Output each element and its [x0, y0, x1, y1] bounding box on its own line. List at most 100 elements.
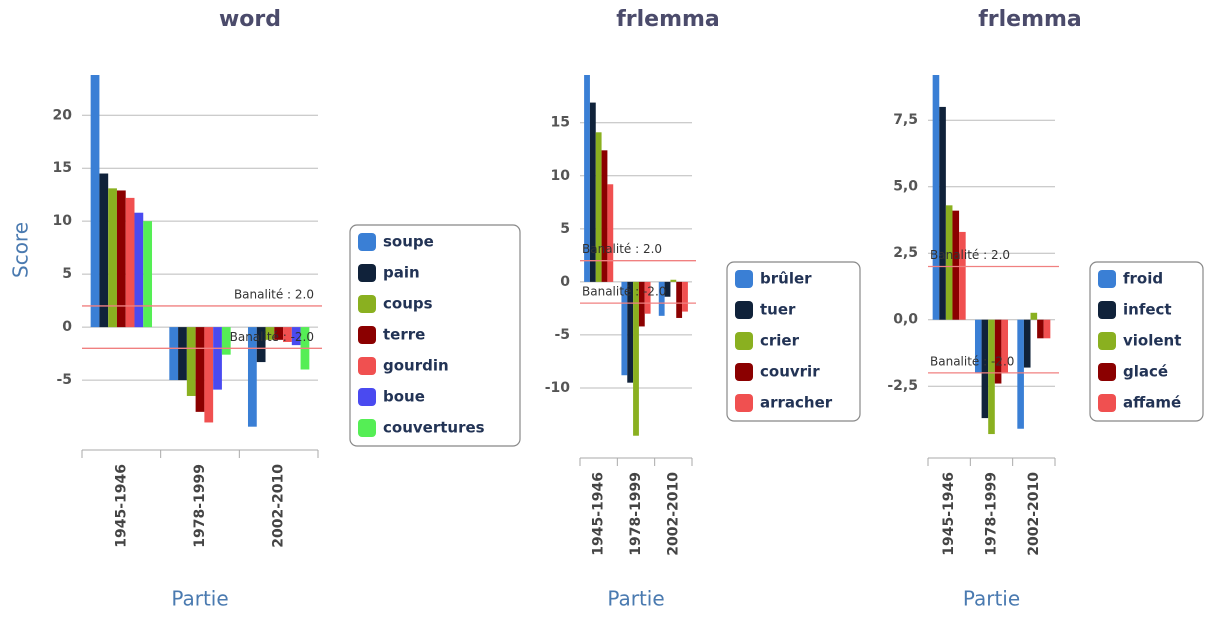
bar: [633, 281, 639, 436]
bar: [644, 281, 651, 314]
bar: [143, 221, 153, 328]
bar: [945, 205, 953, 320]
threshold-label: Banalité : -2.0: [930, 354, 1014, 368]
bar: [670, 279, 677, 282]
legend-label: froid: [1123, 270, 1163, 288]
y-tick-label: 5: [560, 221, 570, 237]
bar: [1023, 319, 1031, 368]
bar: [974, 319, 982, 373]
y-axis-title: Score: [9, 222, 33, 278]
legend-label: pain: [383, 264, 420, 282]
legend-label: tuer: [760, 301, 796, 319]
y-tick-label: 5,0: [893, 179, 918, 195]
bar: [981, 319, 989, 419]
y-tick-label: 15: [551, 115, 570, 131]
bar: [283, 327, 292, 342]
bar: [595, 132, 602, 282]
y-tick-label: 0: [560, 274, 570, 290]
legend-label: glacé: [1123, 363, 1168, 381]
x-tick-label: 1978-1999: [192, 464, 208, 548]
bar: [952, 210, 960, 320]
legend-swatch: [358, 326, 376, 344]
bar: [664, 281, 671, 297]
legend-swatch: [1098, 363, 1116, 381]
bar: [584, 75, 590, 282]
bar: [959, 231, 966, 320]
bar: [108, 188, 117, 328]
bar: [621, 281, 628, 376]
x-axis-title: Partie: [963, 587, 1020, 611]
legend-swatch: [358, 388, 376, 406]
bar: [274, 327, 284, 340]
legend-swatch: [1098, 270, 1116, 288]
bar: [988, 319, 995, 435]
bar: [1001, 319, 1009, 373]
y-tick-label: 7,5: [893, 112, 918, 128]
bar: [186, 327, 196, 396]
y-tick-label: 10: [53, 213, 73, 229]
y-tick-label: -5: [56, 372, 72, 388]
x-axis-title: Partie: [171, 587, 228, 611]
legend-label: affamé: [1123, 394, 1181, 412]
legend-swatch: [358, 264, 376, 282]
threshold-label: Banalité : 2.0: [930, 248, 1010, 262]
bar: [658, 281, 665, 316]
bar: [627, 281, 634, 383]
y-tick-label: -5: [554, 327, 570, 343]
bar: [1037, 319, 1044, 339]
bar: [1043, 319, 1051, 339]
bar: [1017, 319, 1024, 429]
bar: [589, 102, 596, 282]
bar: [932, 75, 940, 320]
threshold-label: Banalité : 2.0: [582, 242, 662, 256]
legend-swatch: [358, 419, 376, 437]
x-axis-title: Partie: [607, 587, 664, 611]
legend-label: crier: [760, 332, 800, 350]
bar: [99, 173, 109, 328]
legend-box: [726, 261, 861, 422]
bar: [195, 327, 205, 412]
legend-label: brûler: [760, 270, 812, 288]
bar: [638, 281, 645, 327]
bar: [256, 327, 266, 363]
legend-swatch: [735, 394, 753, 412]
bar: [1030, 312, 1038, 320]
legend-label: gourdin: [383, 357, 449, 375]
bar: [601, 150, 608, 282]
legend-swatch: [1098, 394, 1116, 412]
legend-swatch: [735, 301, 753, 319]
y-tick-label: -10: [545, 380, 571, 396]
bar: [204, 327, 214, 423]
y-tick-label: 0,0: [893, 312, 918, 328]
bar: [116, 190, 126, 328]
legend-label: arracher: [760, 394, 833, 412]
chart-title: frlemma: [978, 7, 1082, 32]
y-tick-label: 2,5: [893, 245, 918, 261]
legend-label: terre: [383, 326, 425, 344]
y-tick-label: 15: [53, 160, 72, 176]
bar: [994, 319, 1002, 384]
chart-title: word: [219, 7, 281, 32]
y-tick-label: 0: [62, 319, 72, 335]
threshold-label: Banalité : 2.0: [234, 287, 314, 301]
x-tick-label: 1945-1946: [591, 472, 607, 556]
bar: [213, 327, 222, 390]
x-tick-label: 2002-2010: [271, 464, 287, 548]
bar: [676, 281, 683, 318]
bar: [247, 327, 257, 427]
legend-label: soupe: [383, 233, 434, 251]
bar: [939, 106, 946, 320]
bar: [169, 327, 179, 381]
y-tick-label: -2,5: [887, 378, 918, 394]
bar: [265, 327, 275, 340]
bar: [221, 327, 231, 355]
chart-title: frlemma: [616, 7, 720, 32]
y-tick-label: 20: [53, 107, 73, 123]
bar: [178, 327, 187, 381]
threshold-label: Banalité : -2.0: [582, 285, 666, 299]
x-tick-label: 1978-1999: [628, 472, 644, 556]
legend-swatch: [358, 357, 376, 375]
bar: [291, 327, 301, 346]
legend-swatch: [358, 295, 376, 313]
